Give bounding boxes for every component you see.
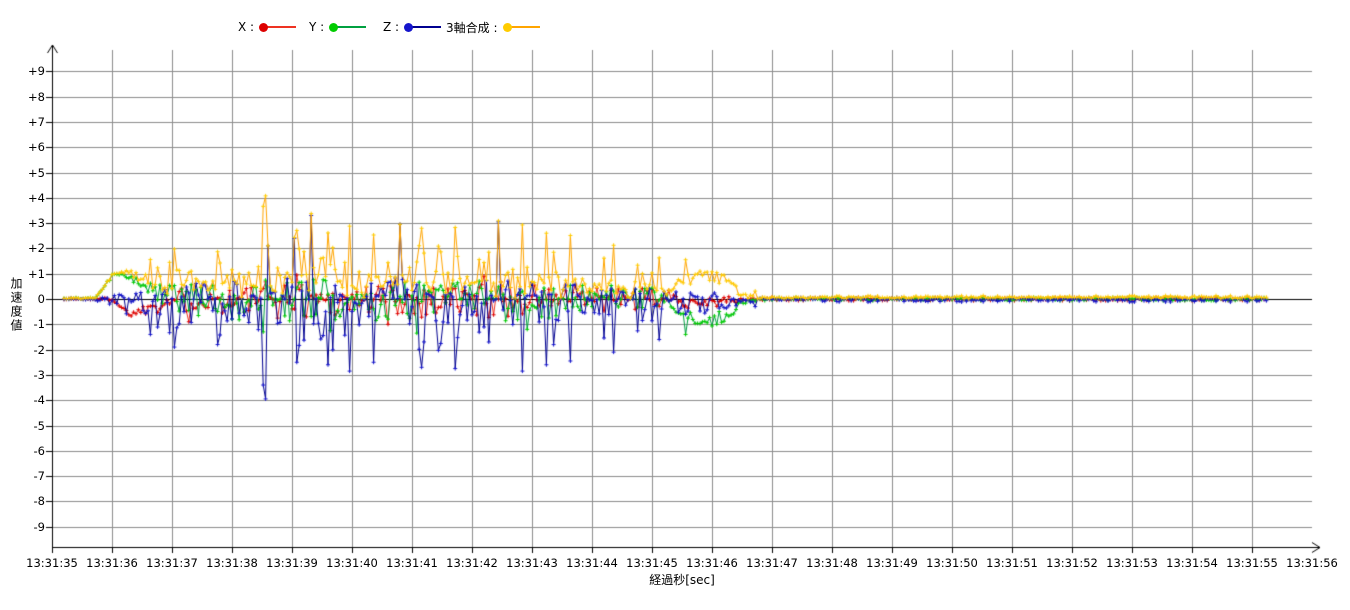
x-tick-label: 13:31:41 xyxy=(386,556,438,570)
x-tick-label: 13:31:56 xyxy=(1286,556,1338,570)
y-tick-label: -4 xyxy=(33,393,45,408)
y-tick-label: +7 xyxy=(28,114,45,129)
legend-line-sample-z xyxy=(411,26,442,28)
legend-marker-dot-x xyxy=(259,22,269,32)
x-tick-label: 13:31:43 xyxy=(506,556,558,570)
legend-label-z: Z : xyxy=(383,20,400,34)
legend-label-x: X : xyxy=(238,20,255,34)
legend-marker-dot-y xyxy=(329,22,339,32)
x-tick-label: 13:31:42 xyxy=(446,556,498,570)
x-tick-label: 13:31:52 xyxy=(1046,556,1098,570)
legend-item-x: X : xyxy=(238,17,297,37)
y-tick-label: +4 xyxy=(28,190,45,205)
y-tick-label: -7 xyxy=(33,469,45,484)
chart-legend: X : Y : Z : 3軸合成 : xyxy=(0,17,1350,37)
y-tick-label: +6 xyxy=(28,140,45,155)
legend-item-y: Y : xyxy=(309,17,367,37)
x-tick-label: 13:31:35 xyxy=(26,556,78,570)
x-tick-label: 13:31:40 xyxy=(326,556,378,570)
x-tick-label: 13:31:53 xyxy=(1106,556,1158,570)
y-tick-label: -3 xyxy=(33,367,45,382)
y-tick-label: +9 xyxy=(28,64,45,79)
legend-item-composite: 3軸合成 : xyxy=(446,17,540,37)
x-tick-label: 13:31:55 xyxy=(1226,556,1278,570)
y-tick-label: -5 xyxy=(33,418,45,433)
y-tick-label: +2 xyxy=(28,241,45,256)
legend-marker-dot-composite xyxy=(502,22,512,32)
x-tick-label: 13:31:51 xyxy=(986,556,1038,570)
x-tick-label: 13:31:54 xyxy=(1166,556,1218,570)
x-tick-label: 13:31:36 xyxy=(86,556,138,570)
y-tick-label: +5 xyxy=(28,165,45,180)
x-tick-label: 13:31:50 xyxy=(926,556,978,570)
x-tick-label: 13:31:46 xyxy=(686,556,738,570)
legend-line-sample-composite xyxy=(509,26,540,28)
legend-marker-dot-z xyxy=(404,22,414,32)
y-tick-label: 0 xyxy=(37,292,45,306)
legend-line-sample-x xyxy=(266,26,297,28)
y-tick-label: -2 xyxy=(33,342,45,357)
x-tick-label: 13:31:39 xyxy=(266,556,318,570)
legend-label-composite: 3軸合成 : xyxy=(446,20,498,35)
x-tick-label: 13:31:49 xyxy=(866,556,918,570)
y-tick-label: -9 xyxy=(33,519,45,534)
legend-label-y: Y : xyxy=(309,20,325,34)
x-tick-label: 13:31:48 xyxy=(806,556,858,570)
x-tick-label: 13:31:37 xyxy=(146,556,198,570)
y-tick-label: +3 xyxy=(28,216,45,231)
y-axis-title: 加速度値 xyxy=(9,277,23,333)
x-tick-label: 13:31:47 xyxy=(746,556,798,570)
y-tick-label: -8 xyxy=(33,494,45,509)
y-tick-label: +8 xyxy=(28,89,45,104)
x-tick-label: 13:31:44 xyxy=(566,556,618,570)
y-tick-label: -1 xyxy=(33,317,45,332)
legend-line-sample-y xyxy=(336,26,367,28)
y-tick-label: -6 xyxy=(33,443,45,458)
x-tick-label: 13:31:45 xyxy=(626,556,678,570)
x-axis-title: 経過秒[sec] xyxy=(649,573,715,587)
y-tick-label: +1 xyxy=(28,266,45,281)
x-tick-label: 13:31:38 xyxy=(206,556,258,570)
legend-item-z: Z : xyxy=(383,17,442,37)
